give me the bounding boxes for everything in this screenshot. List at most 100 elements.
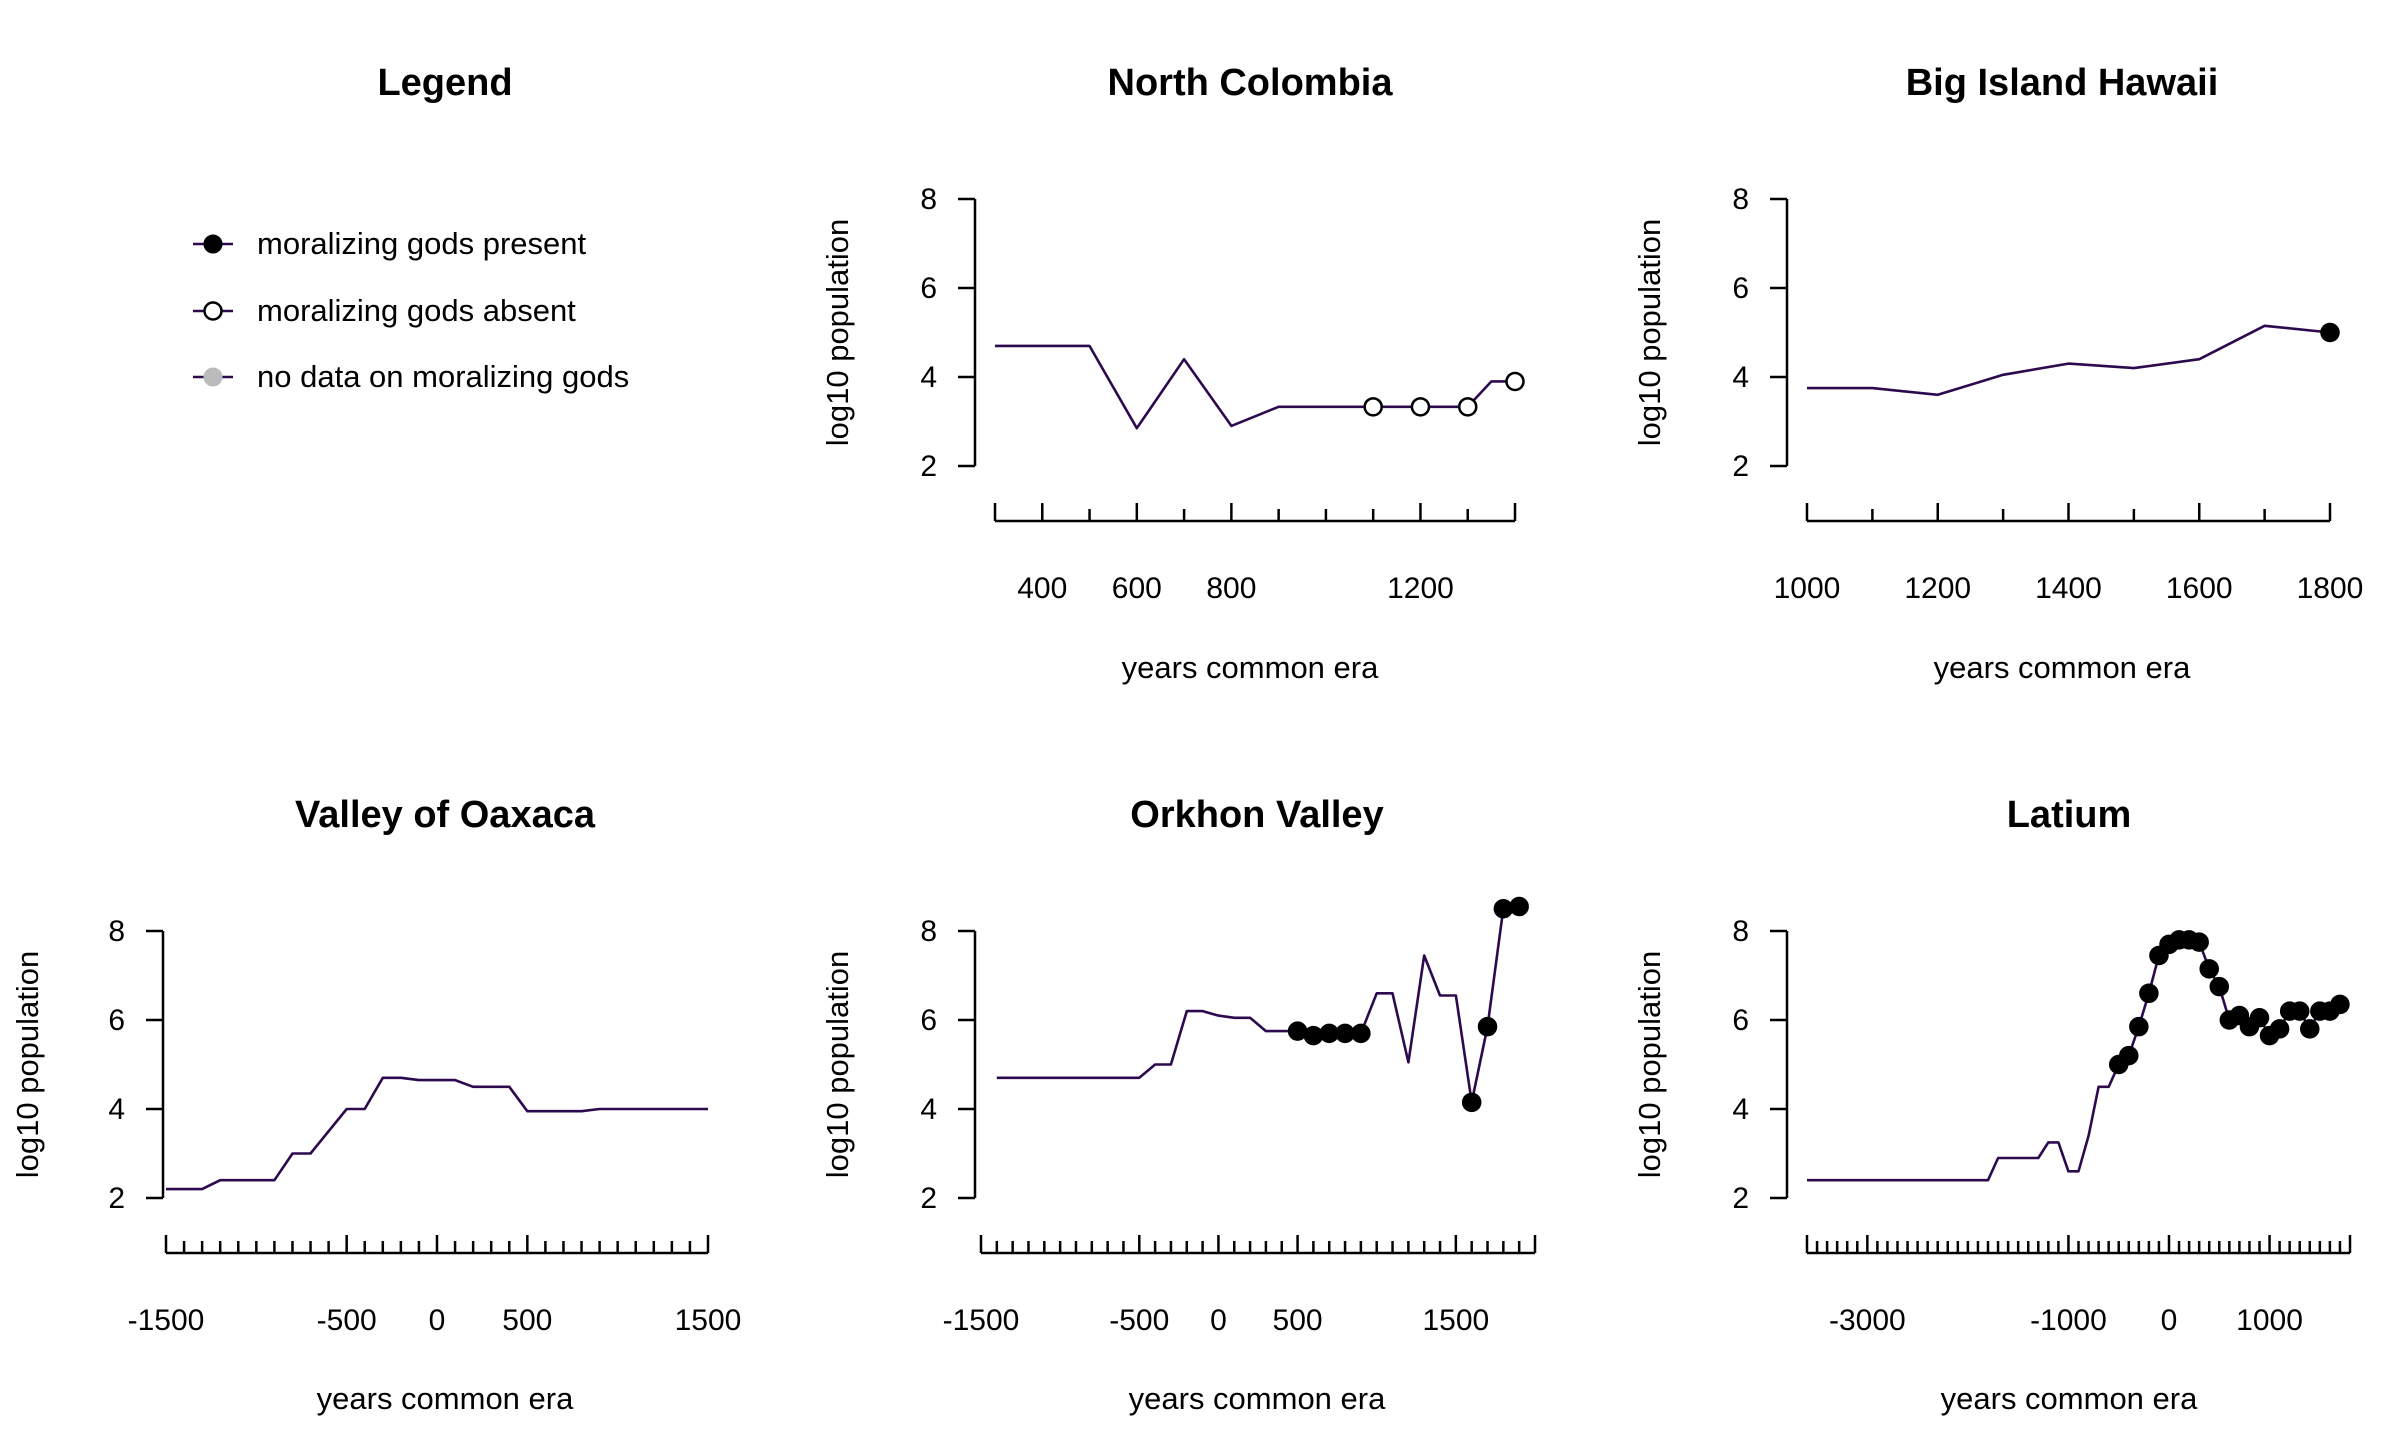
- chart-title: Orkhon Valley: [1130, 794, 1383, 836]
- moralizing-gods-present-marker: [1509, 896, 1529, 917]
- moralizing-gods-present-marker: [1335, 1023, 1355, 1044]
- y-tick-label: 4: [920, 1093, 937, 1126]
- x-tick-label: 1800: [2297, 572, 2364, 605]
- y-axis-label: log10 population: [820, 219, 855, 447]
- legend-marker-nodata: [203, 367, 223, 387]
- y-tick-label: 8: [920, 183, 937, 216]
- legend-entry-absent: moralizing gods absent: [193, 293, 576, 328]
- chart-panel-north-colombia: North Colombia 2 4 6 8 log10 population 400 600…: [820, 62, 1525, 685]
- legend-marker-present: [203, 234, 223, 254]
- chart-panel-valley-of-oaxaca: Valley of Oaxaca 2 4 6 8 log10 population -150…: [10, 794, 741, 1416]
- moralizing-gods-present-marker: [2249, 1008, 2270, 1028]
- y-tick-label: 8: [1732, 183, 1749, 216]
- x-tick-label: 1500: [675, 1304, 742, 1337]
- x-axis-label: years common era: [1934, 650, 2191, 685]
- y-tick-label: 4: [108, 1093, 125, 1126]
- moralizing-gods-present-marker: [2330, 994, 2350, 1015]
- y-tick-label: 2: [1732, 1182, 1749, 1215]
- chart-title: Big Island Hawaii: [1906, 62, 2219, 104]
- moralizing-gods-absent-marker: [1505, 371, 1525, 392]
- moralizing-gods-present-marker: [2119, 1045, 2139, 1066]
- y-axis-label: log10 population: [10, 951, 45, 1179]
- moralizing-gods-present-marker: [1461, 1092, 1482, 1113]
- x-tick-label: 0: [429, 1304, 446, 1337]
- population-line: [1807, 324, 2331, 397]
- legend-entry-nodata: no data on moralizing gods: [193, 359, 629, 394]
- x-tick-label: 500: [1273, 1304, 1323, 1337]
- x-tick-label: 1600: [2166, 572, 2233, 605]
- moralizing-gods-present-marker: [2289, 1001, 2310, 1021]
- chart-title: Latium: [2007, 794, 2132, 836]
- x-tick-label: 1400: [2035, 572, 2102, 605]
- x-tick-label: 500: [502, 1304, 552, 1337]
- x-tick-label: 1200: [1904, 572, 1971, 605]
- moralizing-gods-present-marker: [2139, 983, 2159, 1004]
- x-tick-label: 400: [1017, 572, 1067, 605]
- y-axis-label: log10 population: [1632, 951, 1667, 1179]
- x-tick-label: 1200: [1387, 572, 1454, 605]
- x-tick-label: 1000: [1774, 572, 1841, 605]
- population-line: [166, 1076, 708, 1191]
- legend-panel: Legend moralizing gods present moralizin…: [193, 62, 629, 394]
- y-tick-label: 6: [108, 1004, 125, 1037]
- y-tick-label: 2: [108, 1182, 125, 1215]
- y-tick-label: 4: [920, 361, 937, 394]
- moralizing-gods-present-marker: [2199, 959, 2219, 979]
- population-line: [996, 905, 1520, 1104]
- x-tick-label: -500: [1109, 1304, 1169, 1337]
- chart-panel-big-island-hawaii: Big Island Hawaii 2 4 6 8 log10 population 100…: [1632, 62, 2363, 685]
- legend-label-present: moralizing gods present: [257, 226, 587, 261]
- population-line: [1807, 938, 2341, 1182]
- x-tick-label: 0: [2161, 1304, 2178, 1337]
- legend-label-nodata: no data on moralizing gods: [257, 359, 629, 394]
- y-tick-label: 2: [920, 1182, 937, 1215]
- y-tick-label: 4: [1732, 361, 1749, 394]
- legend-title: Legend: [377, 62, 512, 104]
- legend-label-absent: moralizing gods absent: [257, 293, 576, 328]
- y-tick-label: 2: [920, 450, 937, 483]
- chart-panel-orkhon-valley: Orkhon Valley 2 4 6 8 log10 population -1500 -5…: [820, 794, 1537, 1416]
- y-tick-label: 6: [1732, 272, 1749, 305]
- x-tick-label: -1000: [2030, 1304, 2107, 1337]
- y-axis-label: log10 population: [820, 951, 855, 1179]
- legend-entry-present: moralizing gods present: [193, 226, 587, 261]
- moralizing-gods-present-marker: [1303, 1025, 1324, 1046]
- x-tick-label: 1000: [2236, 1304, 2303, 1337]
- moralizing-gods-present-marker: [2320, 322, 2340, 343]
- x-tick-label: 600: [1112, 572, 1162, 605]
- moralizing-gods-present-marker: [2209, 976, 2230, 997]
- y-tick-label: 8: [108, 915, 125, 948]
- moralizing-gods-present-marker: [2129, 1016, 2149, 1037]
- moralizing-gods-absent-marker: [1363, 397, 1383, 417]
- y-tick-label: 6: [1732, 1004, 1749, 1037]
- moralizing-gods-present-marker: [1319, 1023, 1339, 1044]
- x-tick-label: 1500: [1422, 1304, 1489, 1337]
- x-tick-label: -3000: [1829, 1304, 1906, 1337]
- y-tick-label: 8: [920, 915, 937, 948]
- moralizing-gods-absent-marker: [1410, 397, 1431, 417]
- legend-marker-absent: [203, 301, 223, 321]
- moralizing-gods-present-marker: [2300, 1019, 2320, 1039]
- x-tick-label: 0: [1210, 1304, 1227, 1337]
- x-axis-label: years common era: [1129, 1381, 1386, 1416]
- moralizing-gods-present-marker: [1351, 1023, 1371, 1044]
- x-tick-label: -500: [317, 1304, 377, 1337]
- chart-title: North Colombia: [1108, 62, 1394, 104]
- y-tick-label: 6: [920, 272, 937, 305]
- moralizing-gods-absent-marker: [1457, 397, 1478, 417]
- chart-panel-latium: Latium 2 4 6 8 log10 population -3000 -1000 0 100…: [1632, 794, 2352, 1416]
- x-axis-label: years common era: [317, 1381, 574, 1416]
- chart-title: Valley of Oaxaca: [295, 794, 596, 836]
- y-tick-label: 4: [1732, 1093, 1749, 1126]
- moralizing-gods-present-marker: [1287, 1021, 1308, 1041]
- x-axis-label: years common era: [1122, 650, 1379, 685]
- y-tick-label: 8: [1732, 915, 1749, 948]
- y-axis-label: log10 population: [1632, 219, 1667, 447]
- x-tick-label: -1500: [128, 1304, 205, 1337]
- moralizing-gods-present-marker: [1493, 899, 1514, 919]
- x-tick-label: 800: [1206, 572, 1256, 605]
- x-axis-label: years common era: [1941, 1381, 2198, 1416]
- population-line: [995, 344, 1515, 430]
- moralizing-gods-present-marker: [2189, 932, 2209, 952]
